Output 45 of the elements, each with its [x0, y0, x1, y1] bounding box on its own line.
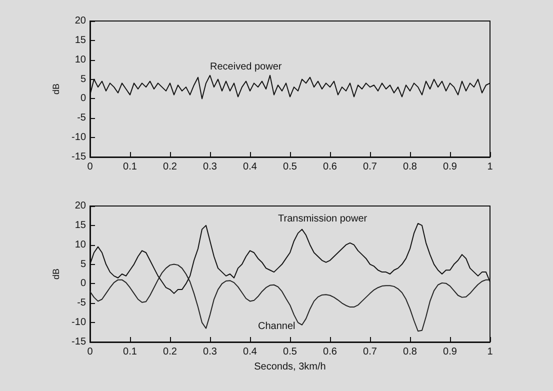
x-tick-label: 1: [487, 162, 494, 172]
y-tick-label: -10: [72, 132, 86, 144]
y-tick-label: 15: [74, 220, 86, 231]
y-axis-title: dB: [51, 83, 62, 95]
x-tick-label: 0.9: [443, 162, 458, 172]
y-tick-label: -5: [77, 298, 86, 309]
y-tick-label: -15: [72, 152, 86, 162]
x-tick-label: 0.3: [203, 346, 218, 358]
x-tick-label: 0.6: [323, 346, 338, 358]
y-tick-label: 20: [74, 200, 86, 212]
x-tick-label: 0.8: [403, 346, 418, 358]
x-tick-label: 0.7: [363, 346, 378, 358]
y-tick-label: 15: [74, 34, 86, 46]
x-tick-label: 0.1: [123, 346, 138, 358]
y-tick-label: -15: [72, 336, 86, 348]
x-tick-label: 0: [87, 346, 94, 358]
x-tick-label: 0.5: [283, 162, 298, 172]
x-tick-label: 1: [487, 346, 494, 358]
y-tick-label: 0: [80, 278, 86, 290]
y-tick-label: 10: [74, 239, 86, 250]
x-tick-label: 0.2: [163, 346, 178, 358]
x-axis-title: Seconds, 3km/h: [254, 361, 326, 372]
x-tick-label: 0.1: [123, 162, 138, 172]
series-label: Channel: [258, 321, 296, 332]
line-series: [90, 264, 490, 332]
y-tick-label: 20: [74, 16, 86, 26]
y-tick-label: 0: [80, 93, 86, 104]
x-tick-label: 0.5: [283, 346, 298, 358]
series-label: Received power: [210, 61, 282, 72]
y-tick-label: -5: [77, 112, 86, 124]
x-tick-label: 0: [87, 162, 94, 172]
x-tick-label: 0.2: [163, 162, 178, 172]
x-tick-label: 0.9: [443, 346, 458, 358]
x-tick-label: 0.3: [203, 162, 218, 172]
y-tick-label: 5: [80, 258, 86, 270]
y-axis-title: dB: [51, 268, 62, 280]
x-tick-label: 0.4: [243, 162, 258, 172]
y-tick-label: 5: [80, 74, 86, 85]
x-tick-label: 0.7: [363, 162, 378, 172]
text: Transmission power: [278, 214, 368, 225]
x-tick-label: 0.6: [323, 162, 338, 172]
x-tick-label: 0.8: [403, 162, 418, 172]
x-tick-label: 0.4: [243, 346, 258, 358]
y-tick-label: -10: [72, 317, 86, 328]
y-tick-label: 10: [74, 54, 86, 66]
